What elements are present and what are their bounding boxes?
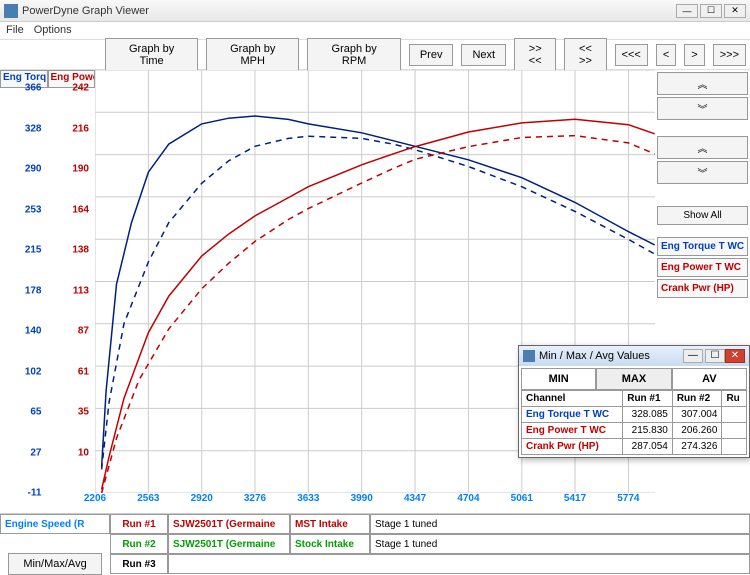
scroll-left-button[interactable]: < [656, 44, 676, 66]
tab-max[interactable]: MAX [596, 368, 671, 390]
x-tick: 5417 [564, 493, 586, 504]
y-left-tick: 178 [0, 285, 48, 296]
y-left-tick: 366 [0, 83, 48, 94]
scroll-right-fast-button[interactable]: >>> [713, 44, 746, 66]
table-row: Crank Pwr (HP)287.054274.326 [522, 439, 747, 455]
x-tick: 5061 [511, 493, 533, 504]
y-left-tick: 253 [0, 204, 48, 215]
graph-by-time-button[interactable]: Graph by Time [105, 38, 198, 72]
series-crank-label[interactable]: Crank Pwr (HP) [657, 279, 748, 298]
y-left-tick: 27 [0, 447, 48, 458]
next-button[interactable]: Next [461, 44, 506, 66]
series-power-label[interactable]: Eng Power T WC [657, 258, 748, 277]
x-tick: 3276 [244, 493, 266, 504]
y-left-tick: 328 [0, 123, 48, 134]
scroll-up-2-button[interactable]: ︽ [657, 136, 748, 159]
x-tick: 3990 [351, 493, 373, 504]
y-left-tick: -11 [0, 488, 48, 499]
y-left-tick: 65 [0, 407, 48, 418]
x-tick: 2206 [84, 493, 106, 504]
close-button[interactable]: ✕ [724, 4, 746, 18]
col-run3: Ru [722, 391, 747, 407]
scroll-left-fast-button[interactable]: <<< [615, 44, 648, 66]
toolbar: Graph by Time Graph by MPH Graph by RPM … [0, 40, 750, 70]
x-tick: 4704 [457, 493, 479, 504]
minmaxavg-button[interactable]: Min/Max/Avg [8, 553, 102, 575]
app-icon [4, 4, 18, 18]
prev-button[interactable]: Prev [409, 44, 454, 66]
zoom-out-button[interactable]: << >> [564, 38, 606, 72]
popup-minimize-button[interactable]: — [683, 349, 703, 363]
x-axis-label: Engine Speed (R [0, 514, 110, 534]
popup-icon [523, 350, 535, 362]
x-tick: 3633 [297, 493, 319, 504]
table-row: Eng Power T WC215.830206.260 [522, 423, 747, 439]
y-right-tick: 216 [48, 123, 96, 134]
bottom-panel: Engine Speed (R Run #1 SJW2501T (Germain… [0, 513, 750, 574]
scroll-right-button[interactable]: > [684, 44, 704, 66]
series-torque-label[interactable]: Eng Torque T WC [657, 237, 748, 256]
y-left-tick: 215 [0, 245, 48, 256]
col-run2: Run #2 [672, 391, 722, 407]
title-bar: PowerDyne Graph Viewer — ☐ ✕ [0, 0, 750, 22]
tab-min[interactable]: MIN [521, 368, 596, 390]
menu-file[interactable]: File [6, 24, 24, 37]
scroll-down-2-button[interactable]: ︾ [657, 161, 748, 184]
y-right-tick: 35 [48, 407, 96, 418]
run2-label: Run #2 [110, 534, 168, 554]
col-run1: Run #1 [623, 391, 673, 407]
run2-intake: Stock Intake [290, 534, 370, 554]
x-tick: 5774 [617, 493, 639, 504]
run1-car: SJW2501T (Germaine [168, 514, 290, 534]
menu-options[interactable]: Options [34, 24, 72, 37]
x-tick: 4347 [404, 493, 426, 504]
x-tick: 2563 [137, 493, 159, 504]
y-right-tick: 190 [48, 164, 96, 175]
run2-tune: Stage 1 tuned [370, 534, 750, 554]
y-right-tick: 138 [48, 245, 96, 256]
run3-label: Run #3 [110, 554, 168, 574]
y-right-tick: 242 [48, 83, 96, 94]
x-axis: 2206256329203276363339904347470450615417… [95, 493, 655, 513]
run2-car: SJW2501T (Germaine [168, 534, 290, 554]
y-right-tick: 10 [48, 447, 96, 458]
x-tick: 2920 [191, 493, 213, 504]
run1-tune: Stage 1 tuned [370, 514, 750, 534]
y-right-tick: 164 [48, 204, 96, 215]
table-row: Eng Torque T WC328.085307.004 [522, 407, 747, 423]
col-channel: Channel [522, 391, 623, 407]
popup-close-button[interactable]: ✕ [725, 349, 745, 363]
popup-title-text: Min / Max / Avg Values [539, 350, 681, 362]
y-left-tick: 102 [0, 366, 48, 377]
y-right-tick: 61 [48, 366, 96, 377]
minimize-button[interactable]: — [676, 4, 698, 18]
graph-by-rpm-button[interactable]: Graph by RPM [307, 38, 400, 72]
y-axis-labels: Eng Torq Eng Powe 3662423282162901902531… [0, 70, 95, 493]
show-all-button[interactable]: Show All [657, 206, 748, 225]
maximize-button[interactable]: ☐ [700, 4, 722, 18]
window-title: PowerDyne Graph Viewer [22, 5, 676, 17]
popup-titlebar[interactable]: Min / Max / Avg Values — ☐ ✕ [519, 346, 749, 366]
y-left-tick: 290 [0, 164, 48, 175]
zoom-in-button[interactable]: >> << [514, 38, 556, 72]
y-right-tick: 113 [48, 285, 96, 296]
popup-maximize-button[interactable]: ☐ [705, 349, 725, 363]
y-left-tick: 140 [0, 326, 48, 337]
run1-label: Run #1 [110, 514, 168, 534]
run1-intake: MST Intake [290, 514, 370, 534]
graph-by-mph-button[interactable]: Graph by MPH [206, 38, 299, 72]
scroll-down-1-button[interactable]: ︾ [657, 97, 748, 120]
tab-avg[interactable]: AV [672, 368, 747, 390]
minmax-popup: Min / Max / Avg Values — ☐ ✕ MIN MAX AV … [518, 345, 750, 458]
scroll-up-1-button[interactable]: ︽ [657, 72, 748, 95]
y-right-tick: 87 [48, 326, 96, 337]
minmax-table: Channel Run #1 Run #2 Ru Eng Torque T WC… [521, 390, 747, 455]
